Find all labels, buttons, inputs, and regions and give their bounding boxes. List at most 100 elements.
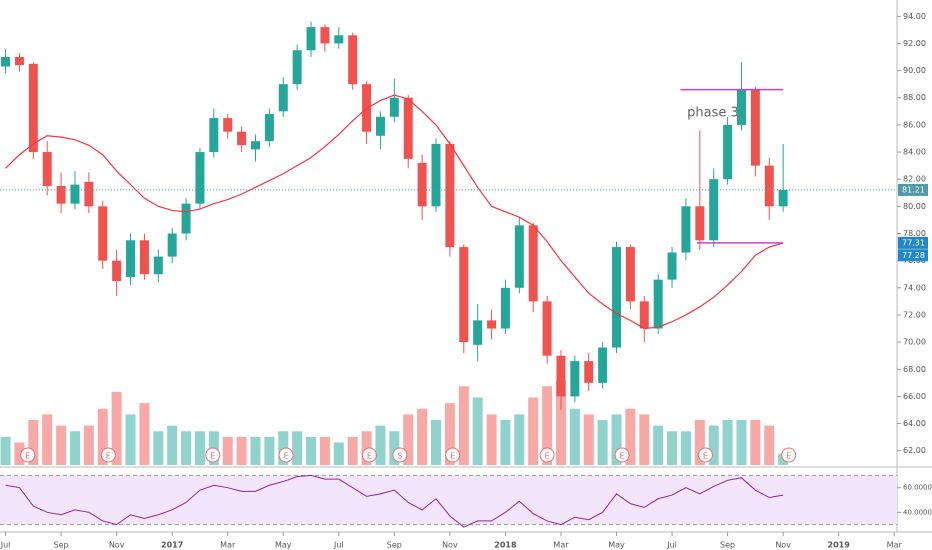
y-tick-label: 70.00 — [903, 338, 926, 347]
candle-body — [459, 247, 469, 343]
x-tick-label: May — [275, 541, 292, 550]
candle-body — [709, 179, 719, 241]
volume-bar — [680, 431, 691, 465]
price-tag — [898, 183, 928, 196]
candle-body — [1, 57, 11, 67]
y-tick-label: 88.00 — [903, 93, 926, 102]
event-label: E — [620, 452, 625, 461]
candle-body — [237, 131, 247, 146]
volume-bar — [444, 403, 455, 465]
rsi-band — [0, 475, 897, 525]
candle-body — [487, 320, 497, 329]
volume-bar — [111, 391, 122, 465]
event-marker — [278, 447, 294, 463]
candle-body — [403, 97, 413, 159]
volume-bar — [333, 442, 344, 465]
candle-body — [70, 184, 80, 204]
candle-body — [126, 240, 136, 277]
candle-body — [750, 89, 760, 166]
volume-bar — [736, 420, 747, 465]
candle-body — [570, 361, 580, 397]
price-tag-label: 81.21 — [902, 185, 925, 194]
candle-body — [56, 185, 66, 204]
candle-body — [625, 247, 635, 302]
y-tick-label: 94.00 — [903, 12, 926, 21]
rsi-line — [5, 474, 784, 528]
volume-bar — [181, 431, 192, 465]
volume-bar — [0, 436, 11, 465]
volume-bar — [319, 436, 330, 465]
candle-body — [195, 152, 205, 204]
event-label: S — [397, 452, 402, 461]
price-tag-label: 77.31 — [902, 238, 925, 247]
volume-bar — [194, 431, 205, 465]
volume-bar — [694, 420, 705, 465]
candle-body — [598, 347, 608, 383]
candle-body — [264, 114, 274, 142]
volume-bar — [250, 436, 261, 465]
volume-bar — [708, 425, 719, 465]
x-tick-label: Mar — [553, 541, 569, 550]
candle-body — [542, 301, 552, 356]
candle-body — [98, 206, 108, 261]
y-tick-label: 68.00 — [903, 365, 926, 374]
y-tick-label: 72.00 — [903, 310, 926, 319]
candle-body — [514, 225, 524, 288]
candle-body — [584, 361, 594, 383]
x-tick-label: Sep — [720, 541, 735, 550]
price-tag-label: 77.28 — [902, 251, 925, 260]
volume-bar — [292, 431, 303, 465]
candle-body — [612, 247, 622, 348]
candle-body — [736, 89, 746, 125]
x-tick-label: Jul — [333, 541, 344, 550]
y-tick-label: 78.00 — [903, 229, 926, 238]
volume-bar — [69, 431, 80, 465]
candle-body — [28, 63, 38, 153]
candle-body — [417, 162, 427, 207]
volume-bar — [167, 425, 178, 465]
volume-bar — [667, 431, 678, 465]
rsi-tick-label: 60.0000 — [903, 484, 932, 492]
y-tick-label: 84.00 — [903, 148, 926, 157]
candle-body — [695, 206, 705, 241]
event-marker — [697, 447, 713, 463]
price-tag — [898, 236, 928, 249]
volume-bar — [306, 436, 317, 465]
candle-body — [667, 252, 677, 280]
event-label: E — [367, 452, 372, 461]
x-tick-label: 2018 — [494, 541, 517, 550]
candle-body — [112, 260, 122, 282]
event-label: E — [106, 452, 111, 461]
volume-bar — [28, 420, 39, 465]
y-tick-label: 90.00 — [903, 66, 926, 75]
event-label: E — [545, 452, 550, 461]
candle-body — [334, 35, 344, 44]
x-tick-label: Mar — [220, 541, 236, 550]
candle-body — [14, 57, 24, 66]
event-marker — [361, 447, 377, 463]
event-marker — [614, 447, 630, 463]
volume-bar — [597, 420, 608, 465]
y-tick-label: 86.00 — [903, 120, 926, 129]
candle-body — [528, 225, 538, 302]
candle-body — [84, 181, 94, 207]
volume-bar — [528, 397, 539, 465]
event-label: E — [450, 452, 455, 461]
x-tick-label: Sep — [387, 541, 402, 550]
event-marker — [445, 447, 461, 463]
event-label: E — [786, 452, 791, 461]
event-marker — [20, 447, 36, 463]
price-tag — [898, 249, 928, 262]
volume-bar — [389, 431, 400, 465]
volume-bar — [569, 408, 580, 465]
volume-bar — [625, 408, 636, 465]
event-marker — [781, 447, 797, 463]
volume-bar — [139, 403, 150, 465]
candle-body — [723, 124, 733, 180]
volume-bar — [653, 425, 664, 465]
volume-bar — [611, 414, 622, 465]
y-tick-label: 66.00 — [903, 392, 926, 401]
event-marker — [100, 447, 116, 463]
volume-bar — [486, 414, 497, 465]
volume-bar — [458, 386, 469, 465]
